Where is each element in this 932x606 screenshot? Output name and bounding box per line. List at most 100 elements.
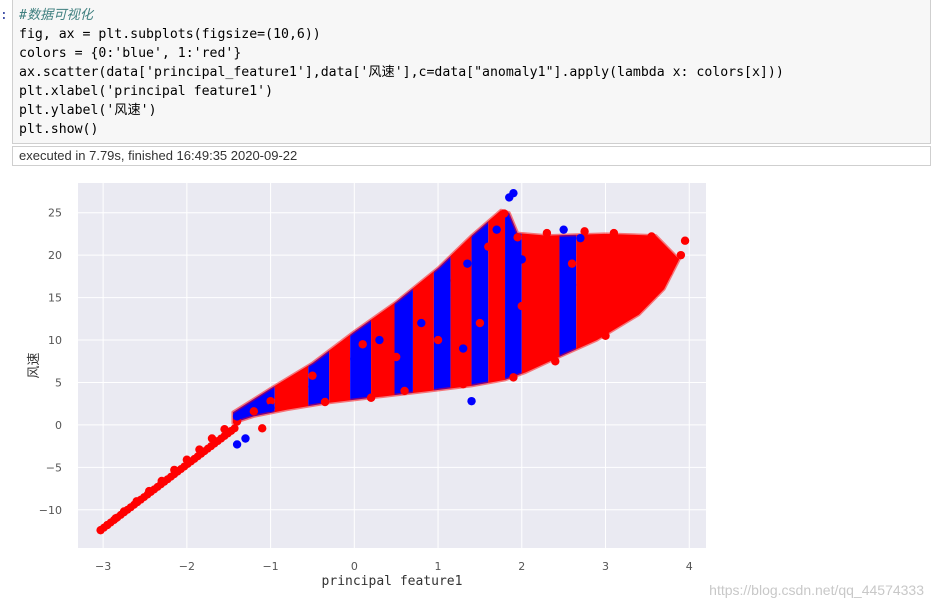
scatter-point (400, 386, 409, 396)
point-band (471, 210, 489, 424)
y-tick-label: 0 (55, 419, 62, 432)
scatter-point (576, 233, 585, 243)
scatter-point (458, 344, 468, 353)
scatter-point (664, 267, 673, 277)
cell-prompt: : (0, 8, 8, 23)
scatter-point (287, 382, 296, 391)
scatter-point (266, 403, 275, 413)
y-tick-label: 20 (48, 249, 62, 262)
watermark: https://blog.csdn.net/qq_44574333 (709, 582, 924, 598)
x-tick-label: 4 (686, 560, 693, 573)
scatter-point (182, 455, 192, 464)
scatter-point (391, 352, 401, 362)
scatter-point (463, 259, 472, 268)
scatter-point (513, 233, 522, 242)
x-axis-label: principal feature1 (322, 574, 463, 589)
x-tick-label: −2 (179, 560, 195, 573)
scatter-point (358, 340, 367, 349)
scatter-point (567, 280, 577, 290)
scatter-point (475, 318, 485, 328)
scatter-point (438, 284, 447, 294)
scatter-point (458, 379, 468, 389)
scatter-point (103, 520, 112, 530)
x-tick-label: −3 (95, 560, 111, 573)
scatter-point (534, 242, 543, 251)
scatter-point (559, 318, 568, 328)
scatter-point (417, 301, 426, 311)
scatter-point (207, 434, 217, 443)
scatter-point (467, 396, 476, 406)
scatter-point (517, 301, 526, 311)
scatter-point (350, 354, 359, 363)
scatter-point (500, 209, 509, 218)
point-band (488, 210, 506, 424)
scatter-point (475, 246, 485, 256)
scatter-point (266, 396, 275, 406)
scatter-point (676, 250, 686, 260)
scatter-point (144, 486, 154, 496)
execution-status: executed in 7.79s, finished 16:49:35 202… (12, 146, 931, 166)
scatter-point (333, 357, 342, 366)
scatter-point (517, 255, 526, 264)
scatter-point (195, 445, 204, 454)
code-line-6: plt.ylabel('风速') (19, 103, 157, 118)
scatter-point (542, 228, 552, 238)
scatter-point (308, 371, 317, 380)
scatter-point (450, 276, 459, 285)
scatter-point (170, 465, 179, 475)
scatter-point (232, 440, 242, 449)
scatter-point (584, 297, 593, 307)
scatter-point (484, 242, 493, 251)
x-tick-label: 1 (435, 560, 442, 573)
scatter-point (417, 318, 426, 328)
y-axis-label: 风速 (27, 352, 42, 378)
scatter-point (320, 397, 330, 407)
scatter-point (230, 424, 239, 433)
code-line-7: plt.show() (19, 122, 99, 137)
scatter-point (551, 357, 560, 366)
scatter-point (433, 335, 443, 345)
scatter-point (383, 323, 393, 332)
scatter-point (119, 507, 129, 516)
scatter-point (680, 236, 690, 245)
scatter-point (492, 225, 501, 234)
scatter-point (96, 525, 105, 535)
scatter-point (509, 373, 518, 382)
scatter-point (580, 227, 589, 236)
code-line-1: #数据可视化 (19, 8, 93, 23)
scatter-point (400, 369, 409, 379)
code-block[interactable]: #数据可视化 fig, ax = plt.subplots(figsize=(1… (19, 6, 784, 139)
scatter-point (618, 284, 627, 294)
code-line-3: colors = {0:'blue', 1:'red'} (19, 46, 242, 61)
scatter-point (258, 424, 267, 433)
scatter-point (132, 497, 141, 506)
scatter-point (157, 476, 166, 486)
scatter-point (509, 188, 518, 198)
x-tick-label: 0 (351, 560, 358, 573)
scatter-point (375, 335, 384, 345)
code-cell-input[interactable]: #数据可视化 fig, ax = plt.subplots(figsize=(1… (12, 0, 931, 144)
scatter-point (567, 259, 577, 268)
scatter-point (249, 407, 259, 416)
scatter-point (559, 225, 568, 234)
scatter-point (609, 228, 619, 238)
scatter-point (308, 382, 317, 391)
code-line-4: ax.scatter(data['principal_feature1'],da… (19, 65, 784, 80)
code-line-2: fig, ax = plt.subplots(figsize=(10,6)) (19, 27, 321, 42)
scatter-point (601, 331, 610, 340)
code-line-5: plt.xlabel('principal feature1') (19, 84, 274, 99)
scatter-point (241, 434, 250, 443)
y-tick-label: −10 (39, 504, 62, 517)
x-tick-label: −1 (262, 560, 278, 573)
scatter-point (111, 514, 120, 523)
y-tick-label: 5 (55, 376, 62, 389)
scatter-point (232, 412, 242, 421)
y-tick-label: 10 (48, 334, 62, 347)
y-tick-label: −5 (46, 461, 62, 474)
scatter-point (643, 293, 652, 302)
scatter-point (647, 232, 656, 241)
x-tick-label: 3 (602, 560, 609, 573)
x-tick-label: 2 (518, 560, 525, 573)
